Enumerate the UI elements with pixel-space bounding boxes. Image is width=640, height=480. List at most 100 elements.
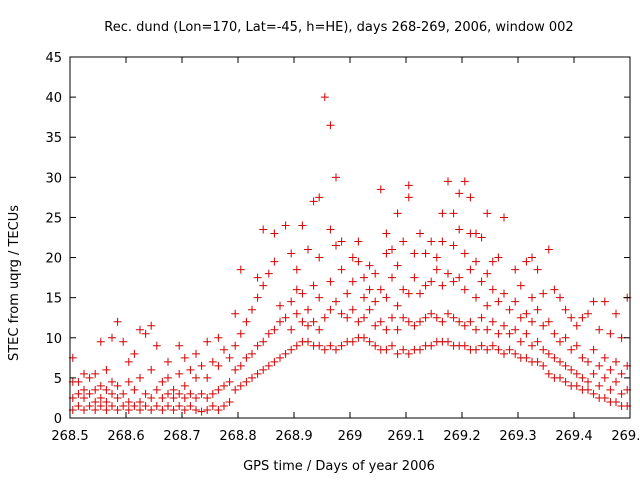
data-point — [455, 317, 464, 326]
data-point — [186, 365, 195, 374]
data-point — [617, 369, 626, 378]
y-tick-label: 40 — [45, 91, 62, 106]
data-point — [270, 357, 279, 366]
data-point — [483, 301, 492, 310]
data-point — [376, 185, 385, 194]
data-point — [264, 329, 273, 338]
x-tick-label: 268.9 — [275, 429, 312, 444]
data-point — [483, 345, 492, 354]
data-point — [567, 365, 576, 374]
data-point — [584, 377, 592, 386]
data-point — [522, 353, 531, 362]
data-point — [544, 369, 553, 378]
data-point — [505, 329, 514, 338]
data-point — [192, 393, 200, 402]
data-point — [259, 337, 268, 346]
data-point — [393, 325, 402, 334]
data-point — [253, 341, 262, 350]
data-point — [477, 313, 486, 322]
data-point — [113, 393, 122, 402]
data-point — [91, 385, 100, 394]
data-point — [354, 317, 363, 326]
data-point — [281, 349, 290, 358]
data-point — [220, 401, 228, 410]
data-point — [528, 341, 536, 350]
data-point — [416, 317, 424, 326]
data-point — [119, 389, 128, 398]
data-point — [539, 289, 548, 298]
data-point — [264, 269, 273, 278]
data-point — [466, 193, 475, 202]
data-point — [287, 249, 296, 258]
data-point — [617, 389, 626, 398]
data-point — [460, 249, 469, 258]
data-point — [399, 345, 408, 354]
data-point — [561, 333, 570, 342]
data-point — [427, 341, 436, 350]
data-point — [410, 273, 419, 282]
data-point — [102, 397, 111, 406]
data-points — [68, 93, 632, 416]
data-point — [365, 305, 374, 314]
data-point — [119, 401, 128, 410]
data-point — [248, 349, 256, 358]
data-point — [80, 385, 88, 394]
data-point — [164, 373, 172, 382]
data-point — [85, 389, 94, 398]
data-point — [197, 361, 206, 370]
data-point — [96, 393, 105, 402]
data-point — [612, 309, 620, 318]
data-point — [164, 401, 172, 410]
data-point — [382, 249, 391, 258]
data-point — [472, 345, 480, 354]
data-point — [164, 357, 172, 366]
data-point — [225, 377, 234, 386]
data-point — [595, 381, 604, 390]
data-point — [108, 333, 116, 342]
y-tick-label: 20 — [45, 252, 62, 267]
data-point — [584, 309, 592, 318]
data-point — [432, 253, 441, 262]
data-point — [488, 257, 497, 266]
data-point — [544, 349, 553, 358]
data-point — [550, 329, 559, 338]
data-point — [460, 341, 469, 350]
data-point — [348, 305, 357, 314]
data-point — [315, 293, 324, 302]
data-point — [500, 213, 508, 222]
data-point — [242, 353, 251, 362]
data-point — [130, 401, 139, 410]
data-point — [304, 245, 312, 254]
data-point — [399, 237, 408, 246]
data-point — [449, 241, 458, 250]
data-point — [561, 305, 570, 314]
data-point — [147, 365, 156, 374]
data-point — [276, 317, 284, 326]
data-point — [85, 373, 94, 382]
data-point — [360, 333, 368, 342]
data-point — [292, 309, 301, 318]
data-point — [388, 245, 396, 254]
data-point — [376, 285, 385, 294]
data-point — [320, 345, 329, 354]
data-point — [444, 337, 452, 346]
data-point — [360, 293, 368, 302]
data-point — [444, 309, 452, 318]
data-point — [337, 237, 346, 246]
data-point — [404, 289, 413, 298]
data-point — [124, 357, 133, 366]
data-point — [600, 373, 609, 382]
data-point — [147, 405, 156, 414]
data-point — [404, 181, 413, 190]
data-point — [371, 297, 380, 306]
data-point — [544, 317, 553, 326]
x-tick-label: 269.4 — [555, 429, 592, 444]
data-point — [169, 405, 178, 414]
data-point — [180, 353, 189, 362]
data-point — [572, 341, 581, 350]
data-point — [186, 389, 195, 398]
data-point — [214, 333, 223, 342]
data-point — [152, 401, 161, 410]
data-point — [264, 361, 273, 370]
data-point — [494, 345, 503, 354]
